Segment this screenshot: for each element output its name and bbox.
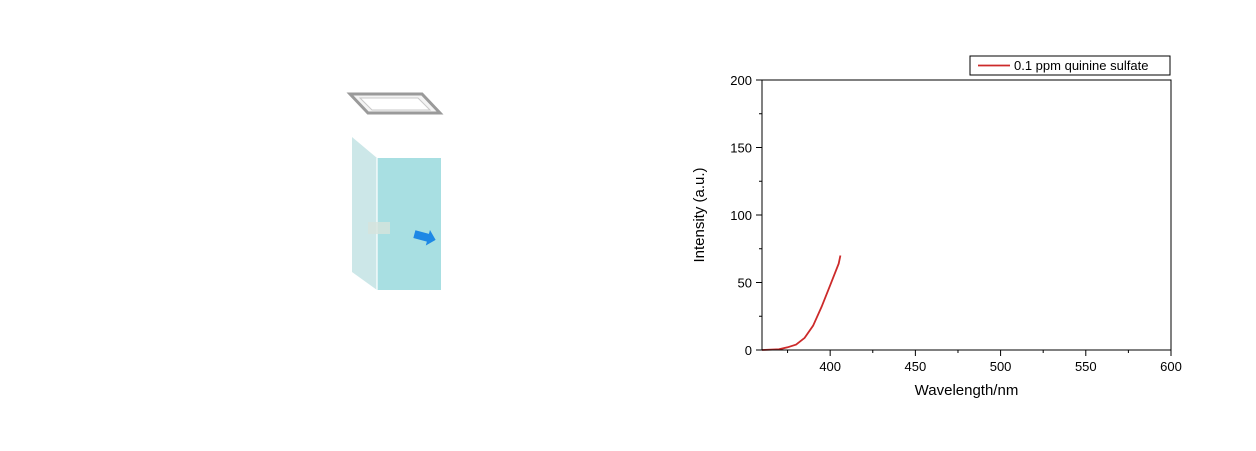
y-tick-label: 150 xyxy=(730,141,752,156)
y-tick-label: 0 xyxy=(745,343,752,358)
x-tick-label: 550 xyxy=(1075,359,1097,374)
y-tick-label: 50 xyxy=(738,276,752,291)
x-axis: 400 450 500 550 600 xyxy=(787,350,1182,374)
y-tick-label: 200 xyxy=(730,73,752,88)
emission-arrow-icon xyxy=(413,230,436,246)
legend-label: 0.1 ppm quinine sulfate xyxy=(1014,58,1148,73)
y-axis-label: Intensity (a.u.) xyxy=(691,167,708,262)
y-axis: 0 50 100 150 200 xyxy=(730,73,762,358)
x-axis-label: Wavelength/nm xyxy=(915,382,1019,399)
cuvette-lid xyxy=(346,92,444,115)
x-tick-label: 450 xyxy=(905,359,927,374)
series-line xyxy=(761,255,842,351)
x-tick-label: 400 xyxy=(819,359,841,374)
excitation-beam-marker xyxy=(368,222,390,234)
series-lines xyxy=(761,255,842,351)
y-tick-label: 100 xyxy=(730,208,752,223)
legend-box xyxy=(969,55,1171,76)
legend: 0.1 ppm quinine sulfate xyxy=(969,55,1171,76)
x-tick-label: 500 xyxy=(990,359,1012,374)
x-tick-label: 600 xyxy=(1160,359,1182,374)
plot-frame xyxy=(761,79,1172,351)
cuvette-illustration xyxy=(346,92,444,290)
cuvette-side-face xyxy=(352,137,377,290)
